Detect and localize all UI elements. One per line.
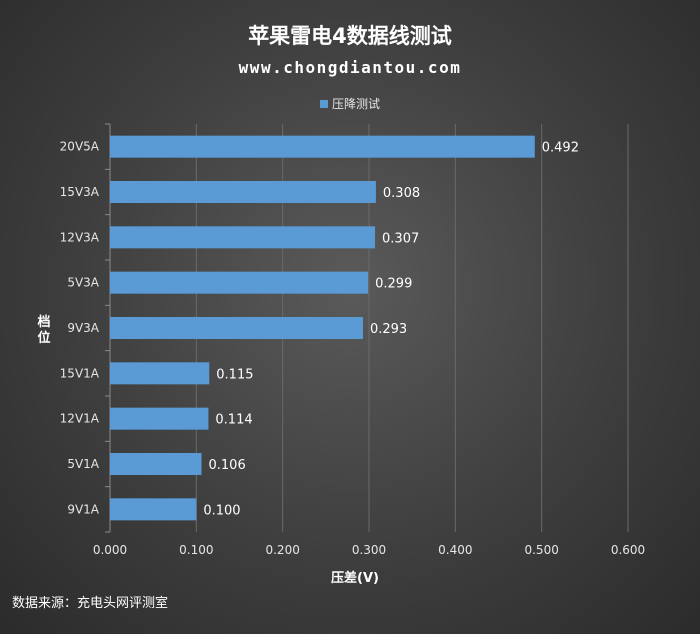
bar: [110, 135, 535, 158]
y-tick-label: 5V1A: [67, 457, 99, 471]
bar: [110, 226, 376, 249]
x-axis-title: 压差(V): [331, 570, 379, 586]
data-label: 0.106: [209, 458, 246, 473]
x-tick-label: 0.500: [524, 543, 558, 557]
bar: [110, 407, 209, 430]
bar: [110, 362, 210, 385]
data-label: 0.307: [382, 231, 419, 246]
bar: [110, 181, 376, 203]
y-tick-label: 9V1A: [67, 502, 99, 516]
data-label: 0.293: [370, 322, 407, 337]
legend: 压降测试: [0, 95, 700, 112]
y-tick-label: 5V3A: [67, 276, 99, 290]
bar: [110, 271, 369, 294]
legend-entry: 压降测试: [331, 97, 380, 111]
chart-subtitle: www.chongdiantou.com: [238, 58, 462, 77]
y-tick-label: 12V1A: [60, 412, 100, 426]
y-tick-label: 12V3A: [60, 230, 100, 244]
y-axis-title: 档位: [37, 314, 50, 346]
data-label: 0.308: [383, 186, 420, 201]
data-label: 0.299: [375, 277, 412, 292]
x-tick-label: 0.100: [179, 543, 213, 557]
y-tick-label: 15V1A: [60, 366, 100, 380]
data-label: 0.115: [216, 367, 253, 382]
y-tick-label: 9V3A: [67, 321, 99, 335]
bar: [110, 498, 197, 521]
bar: [110, 453, 202, 475]
x-tick-label: 0.300: [352, 543, 386, 557]
data-label: 0.100: [203, 503, 240, 518]
data-source: 数据来源：充电头网评测室: [12, 596, 169, 611]
x-tick-label: 0.600: [611, 543, 645, 557]
x-tick-label: 0.400: [438, 543, 472, 557]
data-label: 0.114: [215, 413, 252, 428]
bar: [110, 317, 363, 339]
chart-title: 苹果雷电4数据线测试: [248, 24, 452, 48]
legend-swatch: [319, 99, 328, 108]
data-label: 0.492: [542, 141, 579, 156]
y-tick-label: 15V3A: [60, 185, 100, 199]
x-tick-label: 0.200: [265, 543, 299, 557]
y-tick-label: 20V5A: [60, 140, 100, 154]
x-tick-label: 0.000: [93, 543, 127, 557]
